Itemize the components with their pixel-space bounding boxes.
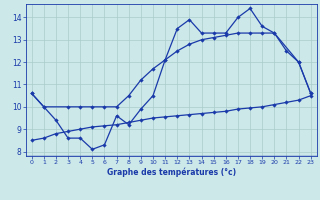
X-axis label: Graphe des températures (°c): Graphe des températures (°c) bbox=[107, 168, 236, 177]
